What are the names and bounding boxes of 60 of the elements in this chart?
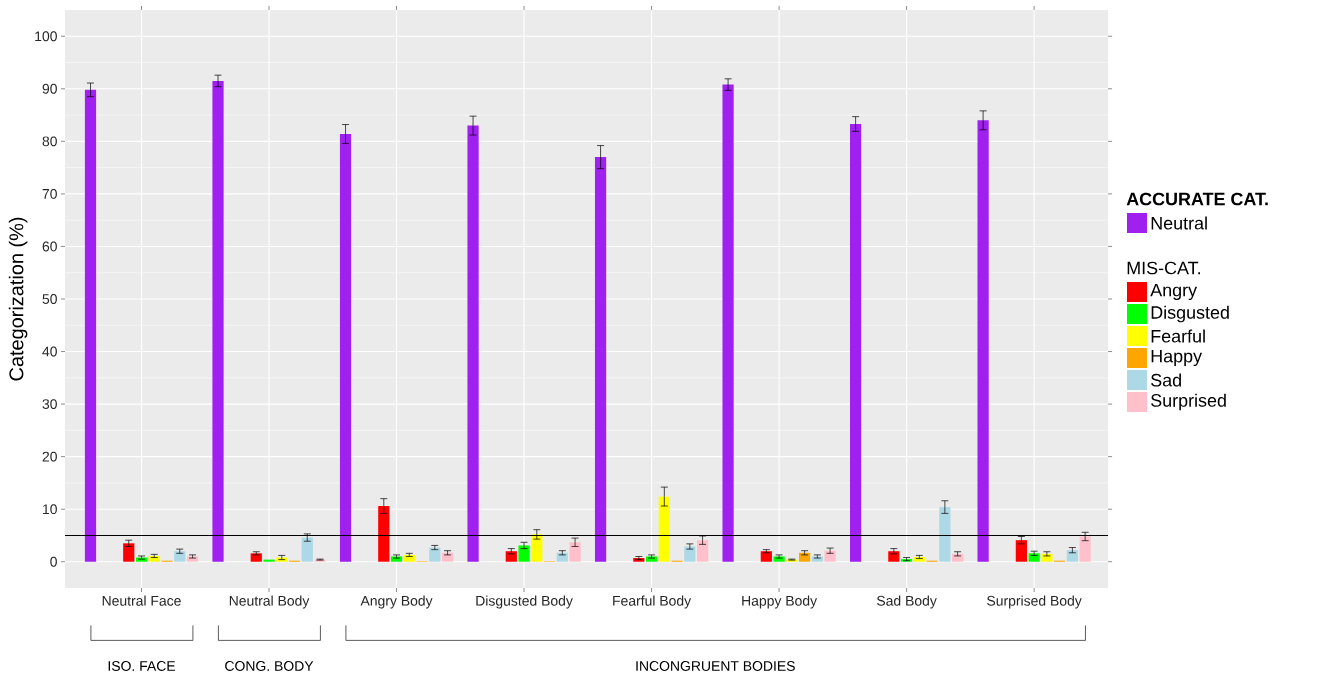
bar bbox=[684, 546, 696, 562]
y-tick-label: 0 bbox=[50, 556, 57, 567]
y-tick-label: 30 bbox=[42, 399, 57, 410]
x-tick-label: Sad Body bbox=[877, 595, 937, 609]
bar bbox=[429, 547, 441, 562]
bar bbox=[569, 542, 581, 562]
legend-label: Fearful bbox=[1151, 329, 1205, 343]
bar bbox=[824, 550, 836, 562]
bar bbox=[760, 551, 772, 562]
bar bbox=[505, 551, 517, 562]
y-tick-label: 50 bbox=[42, 294, 57, 304]
bar bbox=[977, 120, 989, 562]
x-tick-label: Surprised Body bbox=[987, 595, 1082, 609]
bar bbox=[1015, 540, 1027, 562]
bar bbox=[1066, 550, 1078, 562]
bar bbox=[84, 89, 97, 562]
bar bbox=[339, 133, 352, 562]
bar bbox=[518, 545, 530, 562]
legend-label: Disgusted bbox=[1151, 305, 1229, 323]
y-tick-label: 10 bbox=[43, 504, 57, 515]
y-tick-label: 20 bbox=[42, 451, 57, 462]
bar bbox=[174, 551, 186, 562]
bar bbox=[594, 157, 607, 562]
legend-label: Happy bbox=[1151, 349, 1203, 367]
y-tick-label: 40 bbox=[42, 346, 57, 357]
bar bbox=[658, 496, 670, 562]
x-tick-label: Angry Body bbox=[360, 595, 433, 609]
x-tick-label: Disgusted Body bbox=[476, 595, 573, 609]
x-tick-label: Neutral Body bbox=[229, 595, 310, 609]
text: CONG. BODY bbox=[225, 661, 314, 671]
y-tick-label: 80 bbox=[42, 136, 57, 147]
text: ISO. FACE bbox=[108, 661, 176, 671]
y-tick-label: 90 bbox=[42, 83, 57, 94]
bar bbox=[939, 507, 951, 562]
bar bbox=[263, 559, 275, 562]
x-tick-label: Neutral Face bbox=[102, 595, 181, 606]
y-tick-label: 60 bbox=[42, 241, 57, 252]
text: ACCURATE CAT. bbox=[1126, 192, 1268, 206]
bar bbox=[467, 125, 479, 562]
bar bbox=[696, 540, 709, 562]
y-tick-label: 70 bbox=[42, 188, 57, 199]
bar bbox=[888, 551, 900, 562]
bar bbox=[1079, 536, 1091, 562]
bar bbox=[212, 80, 224, 562]
bar bbox=[378, 506, 390, 562]
text: INCONGRUENT BODIES bbox=[636, 661, 795, 671]
bar bbox=[531, 534, 543, 562]
legend-label: Surprised bbox=[1151, 393, 1226, 411]
x-tick-label: Fearful Body bbox=[613, 595, 692, 609]
legend-label: Sad bbox=[1151, 373, 1181, 387]
bar bbox=[123, 543, 135, 562]
text: MIS-CAT. bbox=[1127, 261, 1200, 275]
legend-label: Neutral bbox=[1151, 216, 1207, 230]
bar bbox=[849, 124, 862, 562]
y-tick-label: 100 bbox=[35, 31, 57, 42]
legend-label: Angry bbox=[1150, 283, 1198, 301]
bar bbox=[722, 84, 734, 562]
y-axis-title: Categorization (%) bbox=[8, 217, 28, 381]
x-tick-label: Happy Body bbox=[742, 595, 818, 609]
bar bbox=[301, 537, 313, 562]
